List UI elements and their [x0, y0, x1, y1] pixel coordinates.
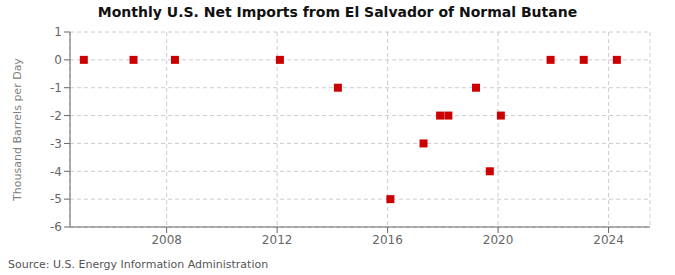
- svg-text:2016: 2016: [372, 233, 403, 247]
- svg-text:-3: -3: [50, 137, 62, 151]
- html-text:Source: U.S. Energy Informatio: Source: U.S. Energy Information Administ…: [8, 258, 269, 271]
- svg-text:2024: 2024: [593, 233, 624, 247]
- svg-text:-2: -2: [50, 109, 62, 123]
- svg-text:-5: -5: [50, 192, 62, 206]
- svg-text:-1: -1: [50, 81, 62, 95]
- svg-text:2020: 2020: [483, 233, 514, 247]
- svg-text:1: 1: [54, 25, 62, 39]
- svg-text:-6: -6: [50, 220, 62, 234]
- svg-text:2008: 2008: [151, 233, 182, 247]
- svg-text:Thousand Barrels per Day: Thousand Barrels per Day: [11, 58, 24, 202]
- svg-text:2012: 2012: [262, 233, 293, 247]
- svg-text:0: 0: [54, 53, 62, 67]
- html-text:Monthly U.S. Net Imports from: Monthly U.S. Net Imports from El Salvado…: [97, 4, 578, 20]
- svg-text:-4: -4: [50, 165, 62, 179]
